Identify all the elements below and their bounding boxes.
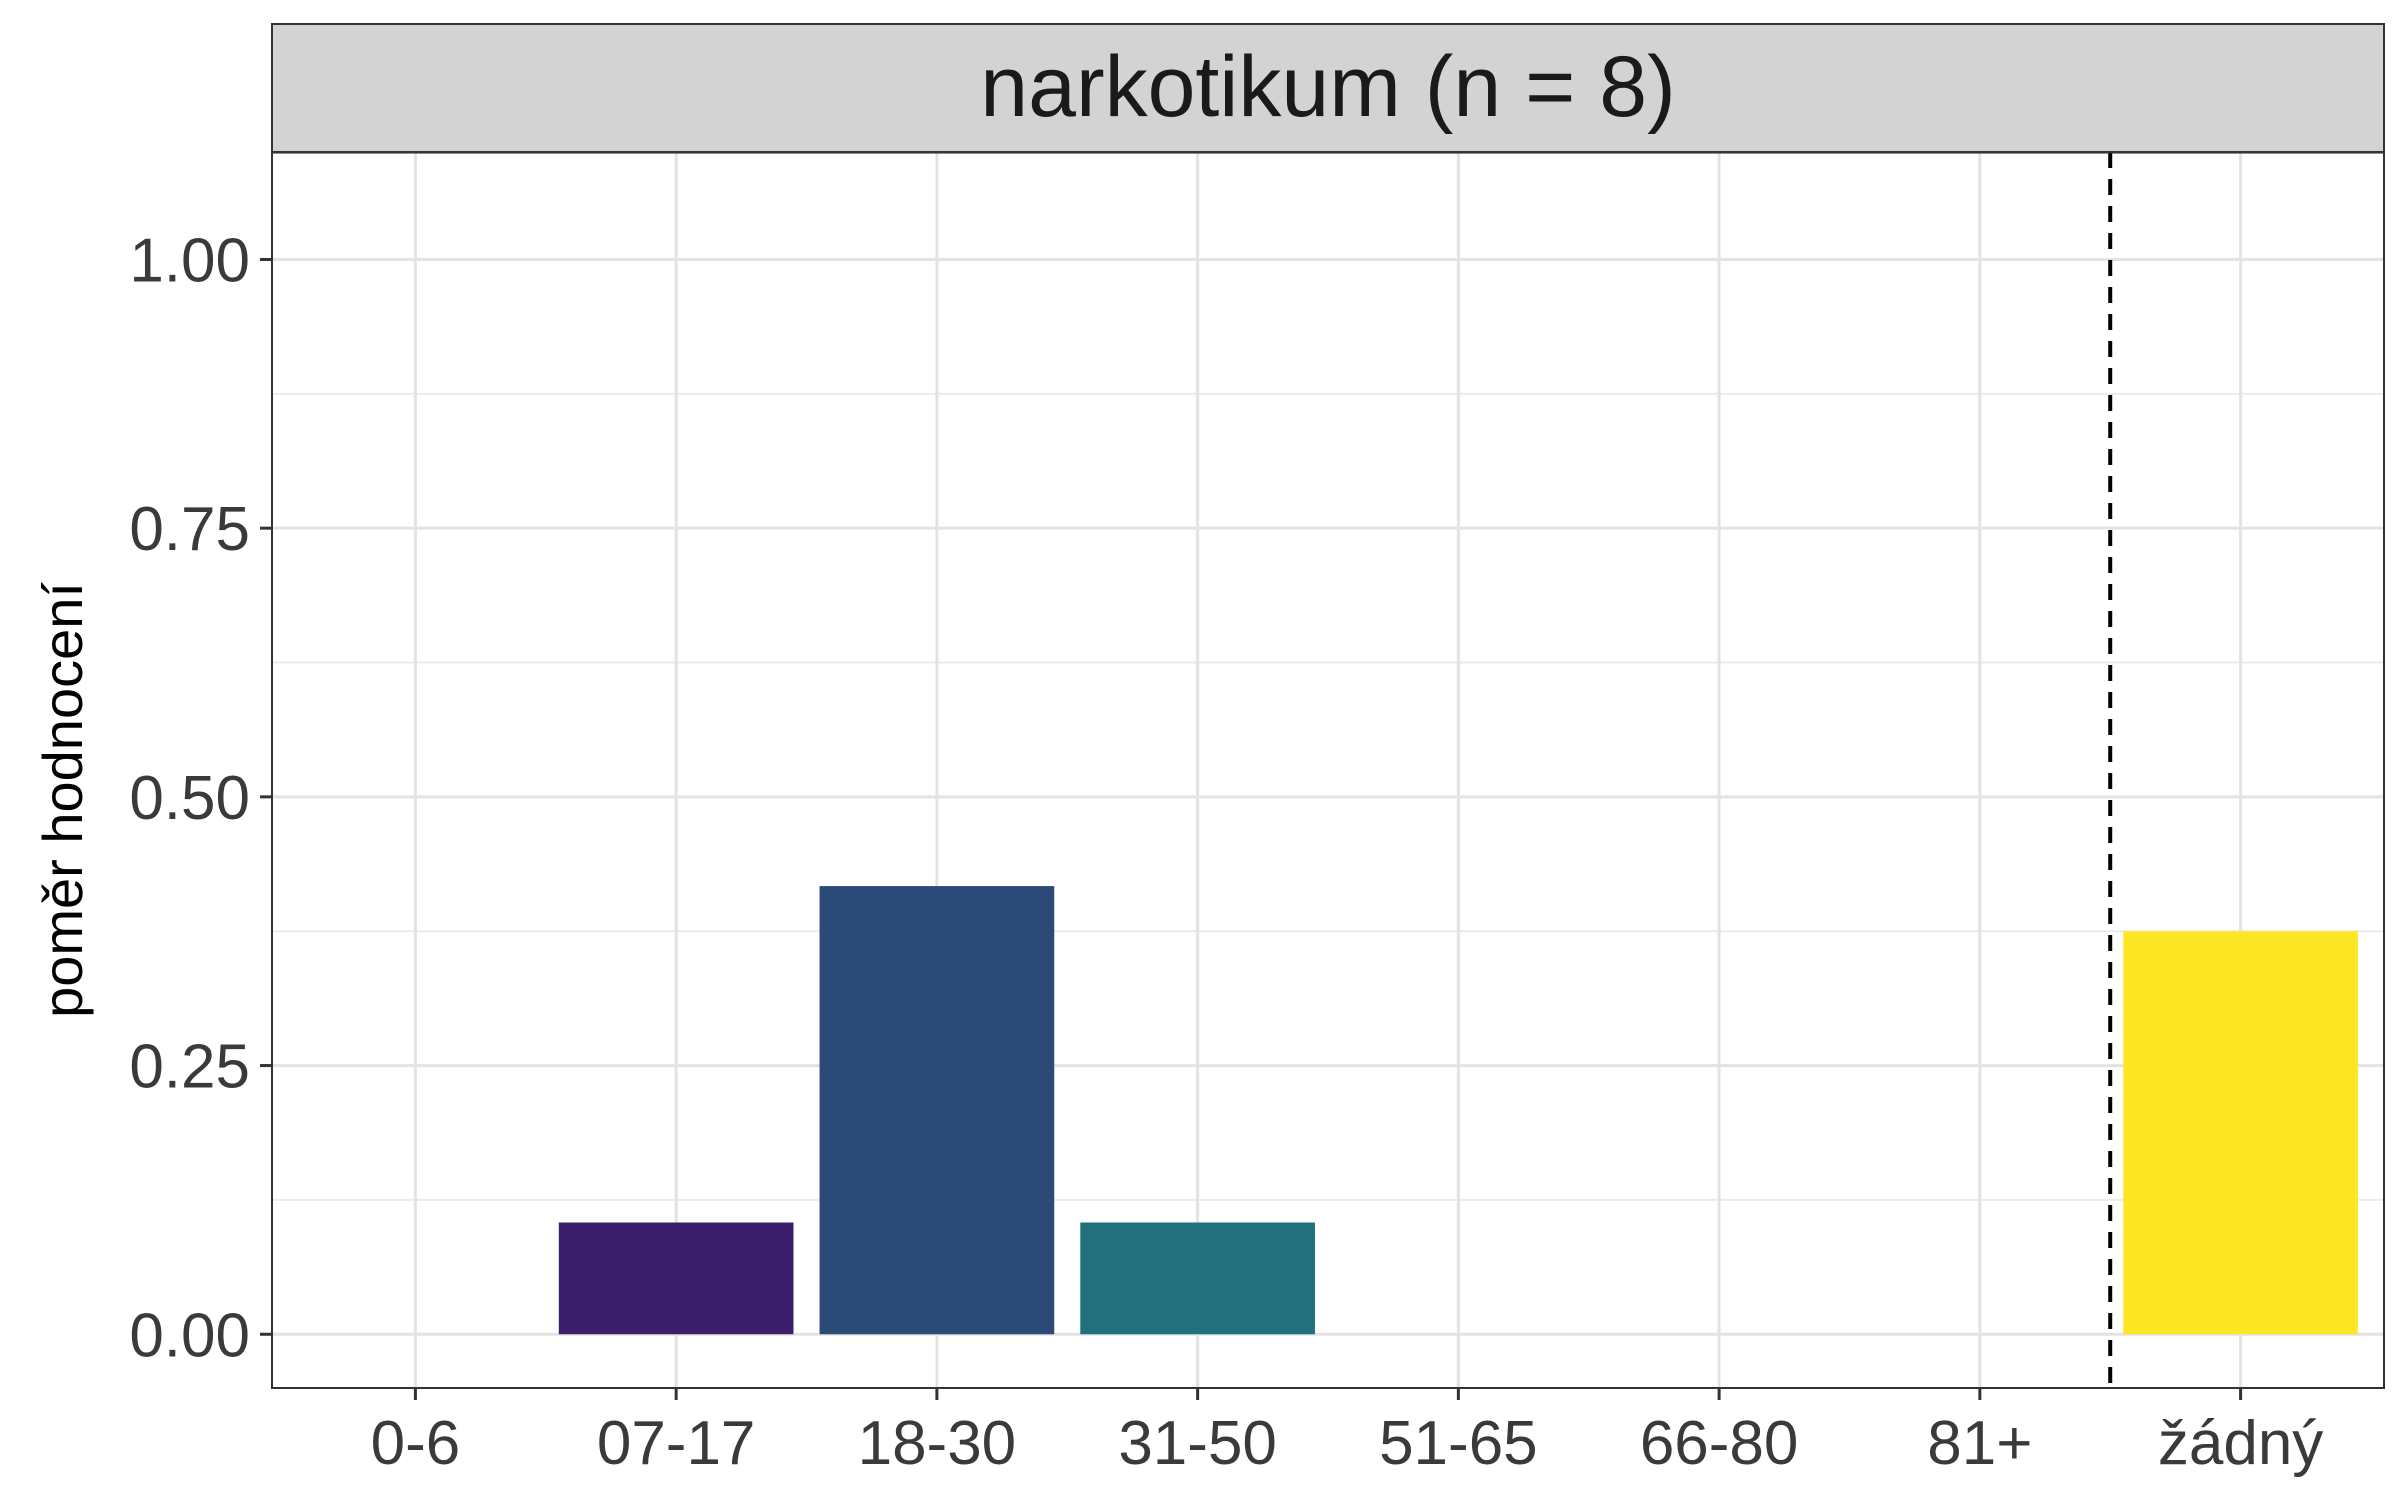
y-axis-title: poměr hodnocení [31,582,94,1018]
chart-title: narkotikum (n = 8) [980,39,1675,135]
y-tick-label: 1.00 [129,226,250,295]
x-tick-label: 81+ [1927,1409,2032,1478]
facet-strip: narkotikum (n = 8) [271,23,2385,153]
bar-07-17 [558,1222,794,1335]
bar-18-30 [819,886,1055,1335]
bars [558,886,2358,1335]
x-tick-label: 0-6 [371,1409,461,1478]
x-axis: 0-6 07-17 18-30 31-50 51-65 66-80 81+ žádný [371,1388,2323,1478]
grid-lines [272,152,2384,1388]
facet-strip-background [271,23,2385,153]
y-tick-label: 0.50 [129,764,250,833]
x-tick-label: žádný [2158,1409,2323,1478]
y-tick-label: 0.00 [129,1301,250,1370]
x-tick-label: 66-80 [1640,1409,1799,1478]
x-tick-label: 18-30 [858,1409,1017,1478]
x-tick-label: 51-65 [1379,1409,1538,1478]
panel-frame [271,150,2385,1389]
panel-border [271,151,2385,1389]
x-tick-label: 31-50 [1118,1409,1277,1478]
y-tick-label: 0.25 [129,1033,250,1102]
bar-žádný [2123,931,2358,1335]
bar-31-50 [1080,1222,1315,1335]
y-axis: 0.00 0.25 0.50 0.75 1.00 [129,226,272,1370]
x-tick-label: 07-17 [597,1409,756,1478]
y-tick-label: 0.75 [129,495,250,564]
